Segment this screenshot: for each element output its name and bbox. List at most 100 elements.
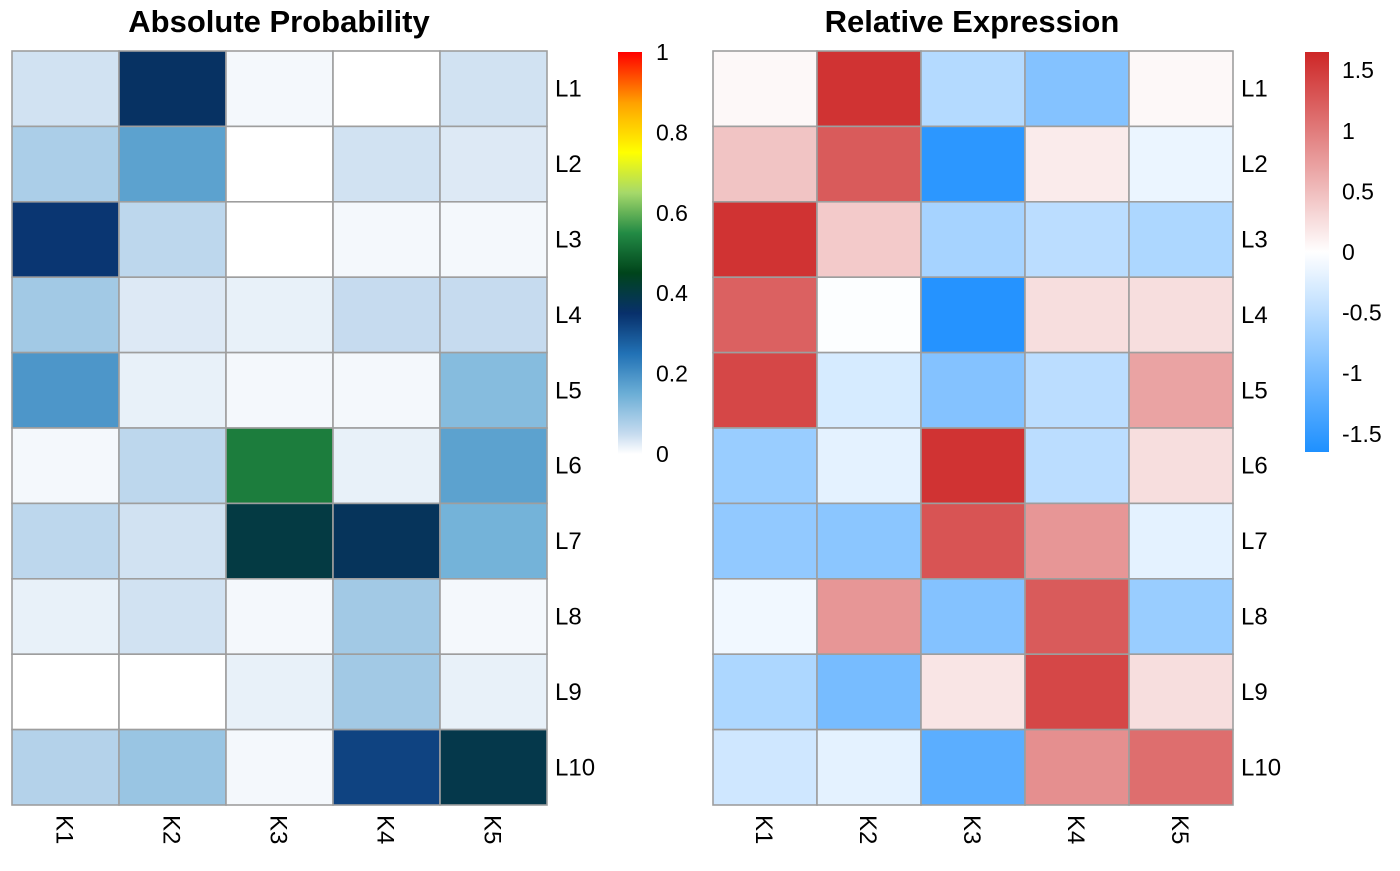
heatmap-cell: [816, 50, 922, 128]
heatmap-cell: [816, 276, 922, 354]
heatmap-cell: [712, 125, 818, 203]
heatmap-cell: [118, 276, 227, 354]
relative-expression-panel: Relative Expression L1 L2 L3 L4 L5 L6 L7 L8 L9 L10…: [712, 4, 1382, 844]
heatmap-cell: [11, 577, 120, 655]
heatmap-cell: [11, 351, 120, 429]
heatmap-cell: [712, 502, 818, 580]
absolute-probability-panel: Absolute Probability L1 L2 L3 L4 L5 L6 L7 L8 L9 L1…: [11, 4, 688, 844]
heatmap-cell: [118, 201, 227, 279]
colorbar: [1305, 52, 1329, 452]
heatmap-cell: [439, 577, 548, 655]
row-label: L1: [1241, 76, 1268, 103]
heatmap-cell: [712, 276, 818, 354]
heatmap-cell: [118, 427, 227, 505]
heatmap-cell: [439, 125, 548, 203]
colorbar-tick-label: 0.6: [656, 200, 688, 226]
row-label: L3: [555, 227, 582, 254]
heatmap-cell: [920, 427, 1026, 505]
colorbar-tick-label: -0.5: [1342, 300, 1382, 326]
chart-title: Absolute Probability: [128, 4, 430, 39]
heatmap-cell: [920, 728, 1026, 806]
column-label: K4: [372, 815, 399, 844]
heatmap-cell: [712, 577, 818, 655]
heatmap-cell: [1024, 577, 1130, 655]
heatmap-cell: [332, 653, 441, 731]
heatmap-cell: [439, 351, 548, 429]
heatmap-cell: [439, 728, 548, 806]
heatmap-cell: [332, 577, 441, 655]
heatmap-cell: [1128, 502, 1234, 580]
heatmap-cell: [225, 125, 334, 203]
heatmap-cell: [118, 728, 227, 806]
heatmap-cell: [11, 276, 120, 354]
heatmap-cell: [1128, 276, 1234, 354]
heatmap-cell: [816, 201, 922, 279]
row-label: L6: [1241, 453, 1268, 480]
heatmap-cell: [1128, 201, 1234, 279]
row-label: L9: [1241, 679, 1268, 706]
row-label: L8: [555, 604, 582, 631]
heatmap-cell: [1024, 50, 1130, 128]
row-label: L4: [1241, 302, 1268, 329]
row-label: L8: [1241, 604, 1268, 631]
heatmap-cell: [712, 653, 818, 731]
heatmap-cell: [332, 50, 441, 128]
heatmap-cell: [332, 502, 441, 580]
column-label: K1: [750, 815, 777, 844]
heatmap-cell: [332, 351, 441, 429]
heatmap-cell: [11, 125, 120, 203]
colorbar-tick-label: -1.5: [1342, 421, 1382, 447]
heatmap-cell: [920, 276, 1026, 354]
heatmap-cell: [712, 427, 818, 505]
heatmap-cell: [439, 653, 548, 731]
column-label: K2: [158, 815, 185, 844]
column-label: K5: [1166, 815, 1193, 844]
heatmap-cell: [225, 276, 334, 354]
row-label: L10: [555, 754, 595, 781]
heatmap-cell: [1128, 50, 1234, 128]
heatmap-cell: [118, 577, 227, 655]
colorbar-tick-label: 1: [1342, 118, 1355, 144]
heatmap-cell: [332, 125, 441, 203]
heatmap-cell: [11, 728, 120, 806]
colorbar-tick-label: 0.2: [656, 361, 688, 387]
row-label: L6: [555, 453, 582, 480]
colorbar-tick-label: 1: [656, 39, 669, 65]
colorbar-tick-label: 0: [656, 441, 669, 467]
column-label: K3: [958, 815, 985, 844]
heatmap-cell: [816, 653, 922, 731]
heatmap-cell: [439, 201, 548, 279]
heatmap-cell: [920, 351, 1026, 429]
colorbar-tick-label: 1.5: [1342, 57, 1374, 83]
heatmap-cell: [118, 50, 227, 128]
heatmap-cell: [1128, 351, 1234, 429]
heatmap-cell: [225, 427, 334, 505]
colorbar-tick-label: -1: [1342, 360, 1362, 386]
heatmap-cell: [118, 653, 227, 731]
heatmap-cell: [1024, 125, 1130, 203]
heatmap-cell: [11, 201, 120, 279]
heatmap-cell: [712, 50, 818, 128]
heatmap-cell: [816, 577, 922, 655]
heatmap-cell: [920, 50, 1026, 128]
heatmap-cell: [920, 577, 1026, 655]
heatmap-cell: [439, 50, 548, 128]
heatmap-cell: [1024, 351, 1130, 429]
heatmap-cell: [1024, 653, 1130, 731]
column-label: K5: [479, 815, 506, 844]
heatmap-cell: [816, 427, 922, 505]
heatmap-cell: [920, 502, 1026, 580]
heatmap-cell: [1024, 728, 1130, 806]
heatmap-cell: [332, 276, 441, 354]
heatmap-cell: [225, 728, 334, 806]
heatmap-cell: [920, 653, 1026, 731]
colorbar-tick-label: 0.8: [656, 119, 688, 145]
heatmap-cell: [816, 502, 922, 580]
colorbar-tick-label: 0: [1342, 239, 1355, 265]
chart-title: Relative Expression: [825, 4, 1120, 39]
heatmap-cell: [225, 201, 334, 279]
heatmap-cell: [11, 427, 120, 505]
row-label: L2: [555, 151, 582, 178]
heatmap-cell: [712, 201, 818, 279]
column-label: K3: [265, 815, 292, 844]
